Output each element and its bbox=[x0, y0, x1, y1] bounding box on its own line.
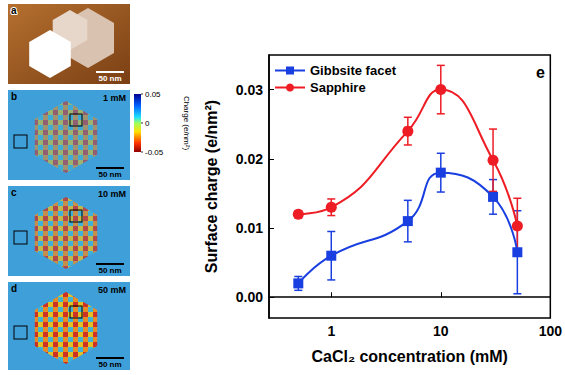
svg-text:0.00: 0.00 bbox=[236, 289, 263, 305]
svg-text:10: 10 bbox=[433, 323, 449, 339]
svg-text:50 nm: 50 nm bbox=[98, 266, 121, 275]
svg-text:50 mM: 50 mM bbox=[98, 285, 126, 295]
svg-text:Charge (e/nm²): Charge (e/nm²) bbox=[182, 96, 191, 151]
svg-text:e: e bbox=[536, 64, 545, 81]
svg-text:CaCl₂ concentration (mM): CaCl₂ concentration (mM) bbox=[311, 348, 507, 365]
svg-text:Gibbsite facet: Gibbsite facet bbox=[310, 63, 397, 78]
svg-text:-0.05: -0.05 bbox=[145, 148, 164, 157]
svg-text:0.03: 0.03 bbox=[236, 82, 263, 98]
svg-text:50 nm: 50 nm bbox=[98, 360, 121, 369]
svg-text:100: 100 bbox=[539, 323, 563, 339]
svg-text:10 mM: 10 mM bbox=[98, 189, 126, 199]
svg-text:c: c bbox=[11, 187, 17, 198]
svg-text:0.05: 0.05 bbox=[145, 90, 161, 99]
svg-text:0: 0 bbox=[145, 119, 150, 128]
svg-text:0.01: 0.01 bbox=[236, 220, 263, 236]
svg-text:d: d bbox=[11, 283, 17, 294]
svg-text:b: b bbox=[11, 91, 17, 102]
svg-text:50 nm: 50 nm bbox=[98, 74, 121, 83]
svg-text:Surface charge (e/nm²): Surface charge (e/nm²) bbox=[203, 100, 220, 273]
svg-text:Sapphire: Sapphire bbox=[310, 80, 366, 95]
svg-text:50 nm: 50 nm bbox=[98, 170, 121, 179]
svg-text:a: a bbox=[11, 5, 17, 16]
svg-text:1: 1 bbox=[327, 323, 335, 339]
svg-text:1 mM: 1 mM bbox=[103, 93, 126, 103]
svg-text:0.02: 0.02 bbox=[236, 151, 263, 167]
